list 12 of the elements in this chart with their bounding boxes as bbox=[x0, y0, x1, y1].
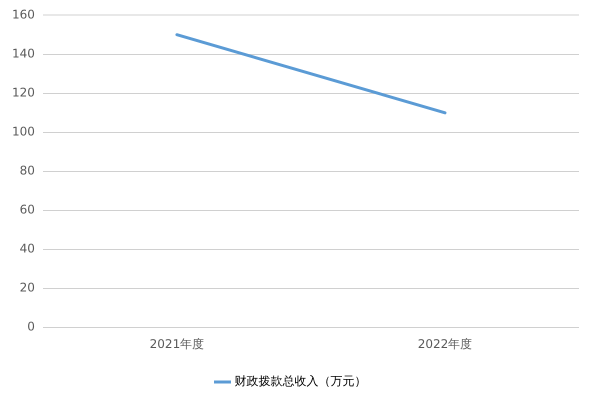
y-tick-label: 140 bbox=[12, 46, 35, 60]
x-tick-label: 2022年度 bbox=[418, 336, 472, 351]
y-tick-label: 120 bbox=[12, 85, 35, 100]
y-tick-label: 40 bbox=[20, 242, 35, 256]
y-tick-label: 20 bbox=[20, 280, 35, 295]
y-tick-label: 160 bbox=[12, 7, 35, 22]
y-tick-label: 60 bbox=[20, 202, 35, 217]
y-tick-label: 100 bbox=[12, 124, 35, 138]
x-tick-label: 2021年度 bbox=[150, 336, 204, 351]
y-tick-label: 0 bbox=[27, 320, 35, 334]
legend-label: 财政拨款总收入（万元） bbox=[234, 374, 366, 388]
y-tick-label: 80 bbox=[20, 164, 35, 178]
